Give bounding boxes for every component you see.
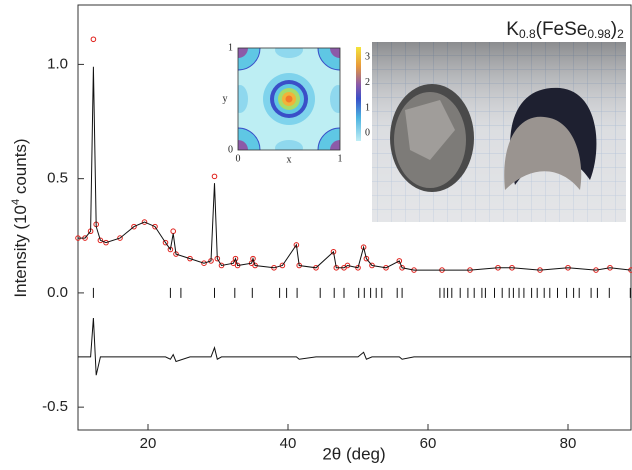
y-tick-label: 0.5	[47, 170, 68, 187]
colorbar-tick-label: 3	[365, 51, 370, 62]
observed-point	[103, 239, 109, 246]
observed-point	[152, 223, 158, 230]
x-axis-label: 2θ (deg)	[322, 444, 385, 463]
y-tick-label: 1.0	[47, 55, 68, 72]
photo	[372, 42, 626, 222]
formula-part: )	[611, 19, 617, 40]
observed-point	[250, 255, 256, 262]
inset-x-tick-label: 1	[338, 153, 343, 164]
formula-sub: 2	[617, 27, 624, 41]
observed-point	[201, 260, 207, 266]
y-label-sup: 4	[10, 199, 22, 205]
observed-point	[131, 223, 137, 230]
y-axis-label: Intensity (104 counts)	[10, 138, 31, 297]
observed-point	[117, 235, 123, 241]
observed-point	[97, 237, 104, 244]
inset-x-tick-label: 0	[236, 153, 241, 164]
observed-point	[187, 255, 193, 262]
colorbar-tick-label: 2	[365, 77, 370, 88]
x-tick-label: 60	[420, 435, 437, 452]
plot-frame	[77, 4, 632, 431]
observed-point	[211, 173, 218, 180]
observed-point	[279, 262, 286, 269]
observed-point	[170, 228, 176, 235]
y-tick-label: 0.0	[47, 284, 68, 301]
y-label-part: Intensity (10	[11, 205, 30, 298]
observed-point	[344, 262, 351, 269]
y-tick-label: -0.5	[42, 398, 68, 415]
formula-sub: 0.8	[519, 27, 536, 41]
x-tick-label: 80	[560, 435, 577, 452]
colorbar-tick-label: 1	[365, 102, 370, 113]
inset-y-label: y	[223, 93, 228, 104]
series-line	[78, 66, 632, 271]
x-tick-label: 20	[140, 435, 157, 452]
observed-point	[90, 36, 97, 43]
observed-point	[396, 258, 403, 264]
observed-point	[360, 244, 367, 251]
observed-point	[232, 255, 239, 262]
formula-sub: 0.98	[587, 27, 611, 41]
x-tick-label: 40	[280, 435, 297, 452]
contour-frame	[237, 47, 341, 151]
observed-point	[141, 219, 148, 225]
colorbar	[356, 47, 361, 141]
colorbar-tick-label: 0	[365, 128, 370, 139]
formula-part: K	[506, 19, 519, 40]
inset-y-tick-label: 1	[228, 42, 233, 53]
inset-x-label: x	[287, 154, 292, 165]
formula: K0.8(FeSe0.98)2	[506, 19, 624, 41]
observed-point	[363, 255, 370, 262]
inset-y-tick-label: 0	[228, 144, 233, 155]
formula-part: (FeSe	[536, 19, 588, 40]
y-label-part: counts)	[11, 138, 30, 198]
contour-map	[238, 48, 340, 150]
series-line	[78, 317, 631, 376]
observed-point	[162, 239, 169, 246]
